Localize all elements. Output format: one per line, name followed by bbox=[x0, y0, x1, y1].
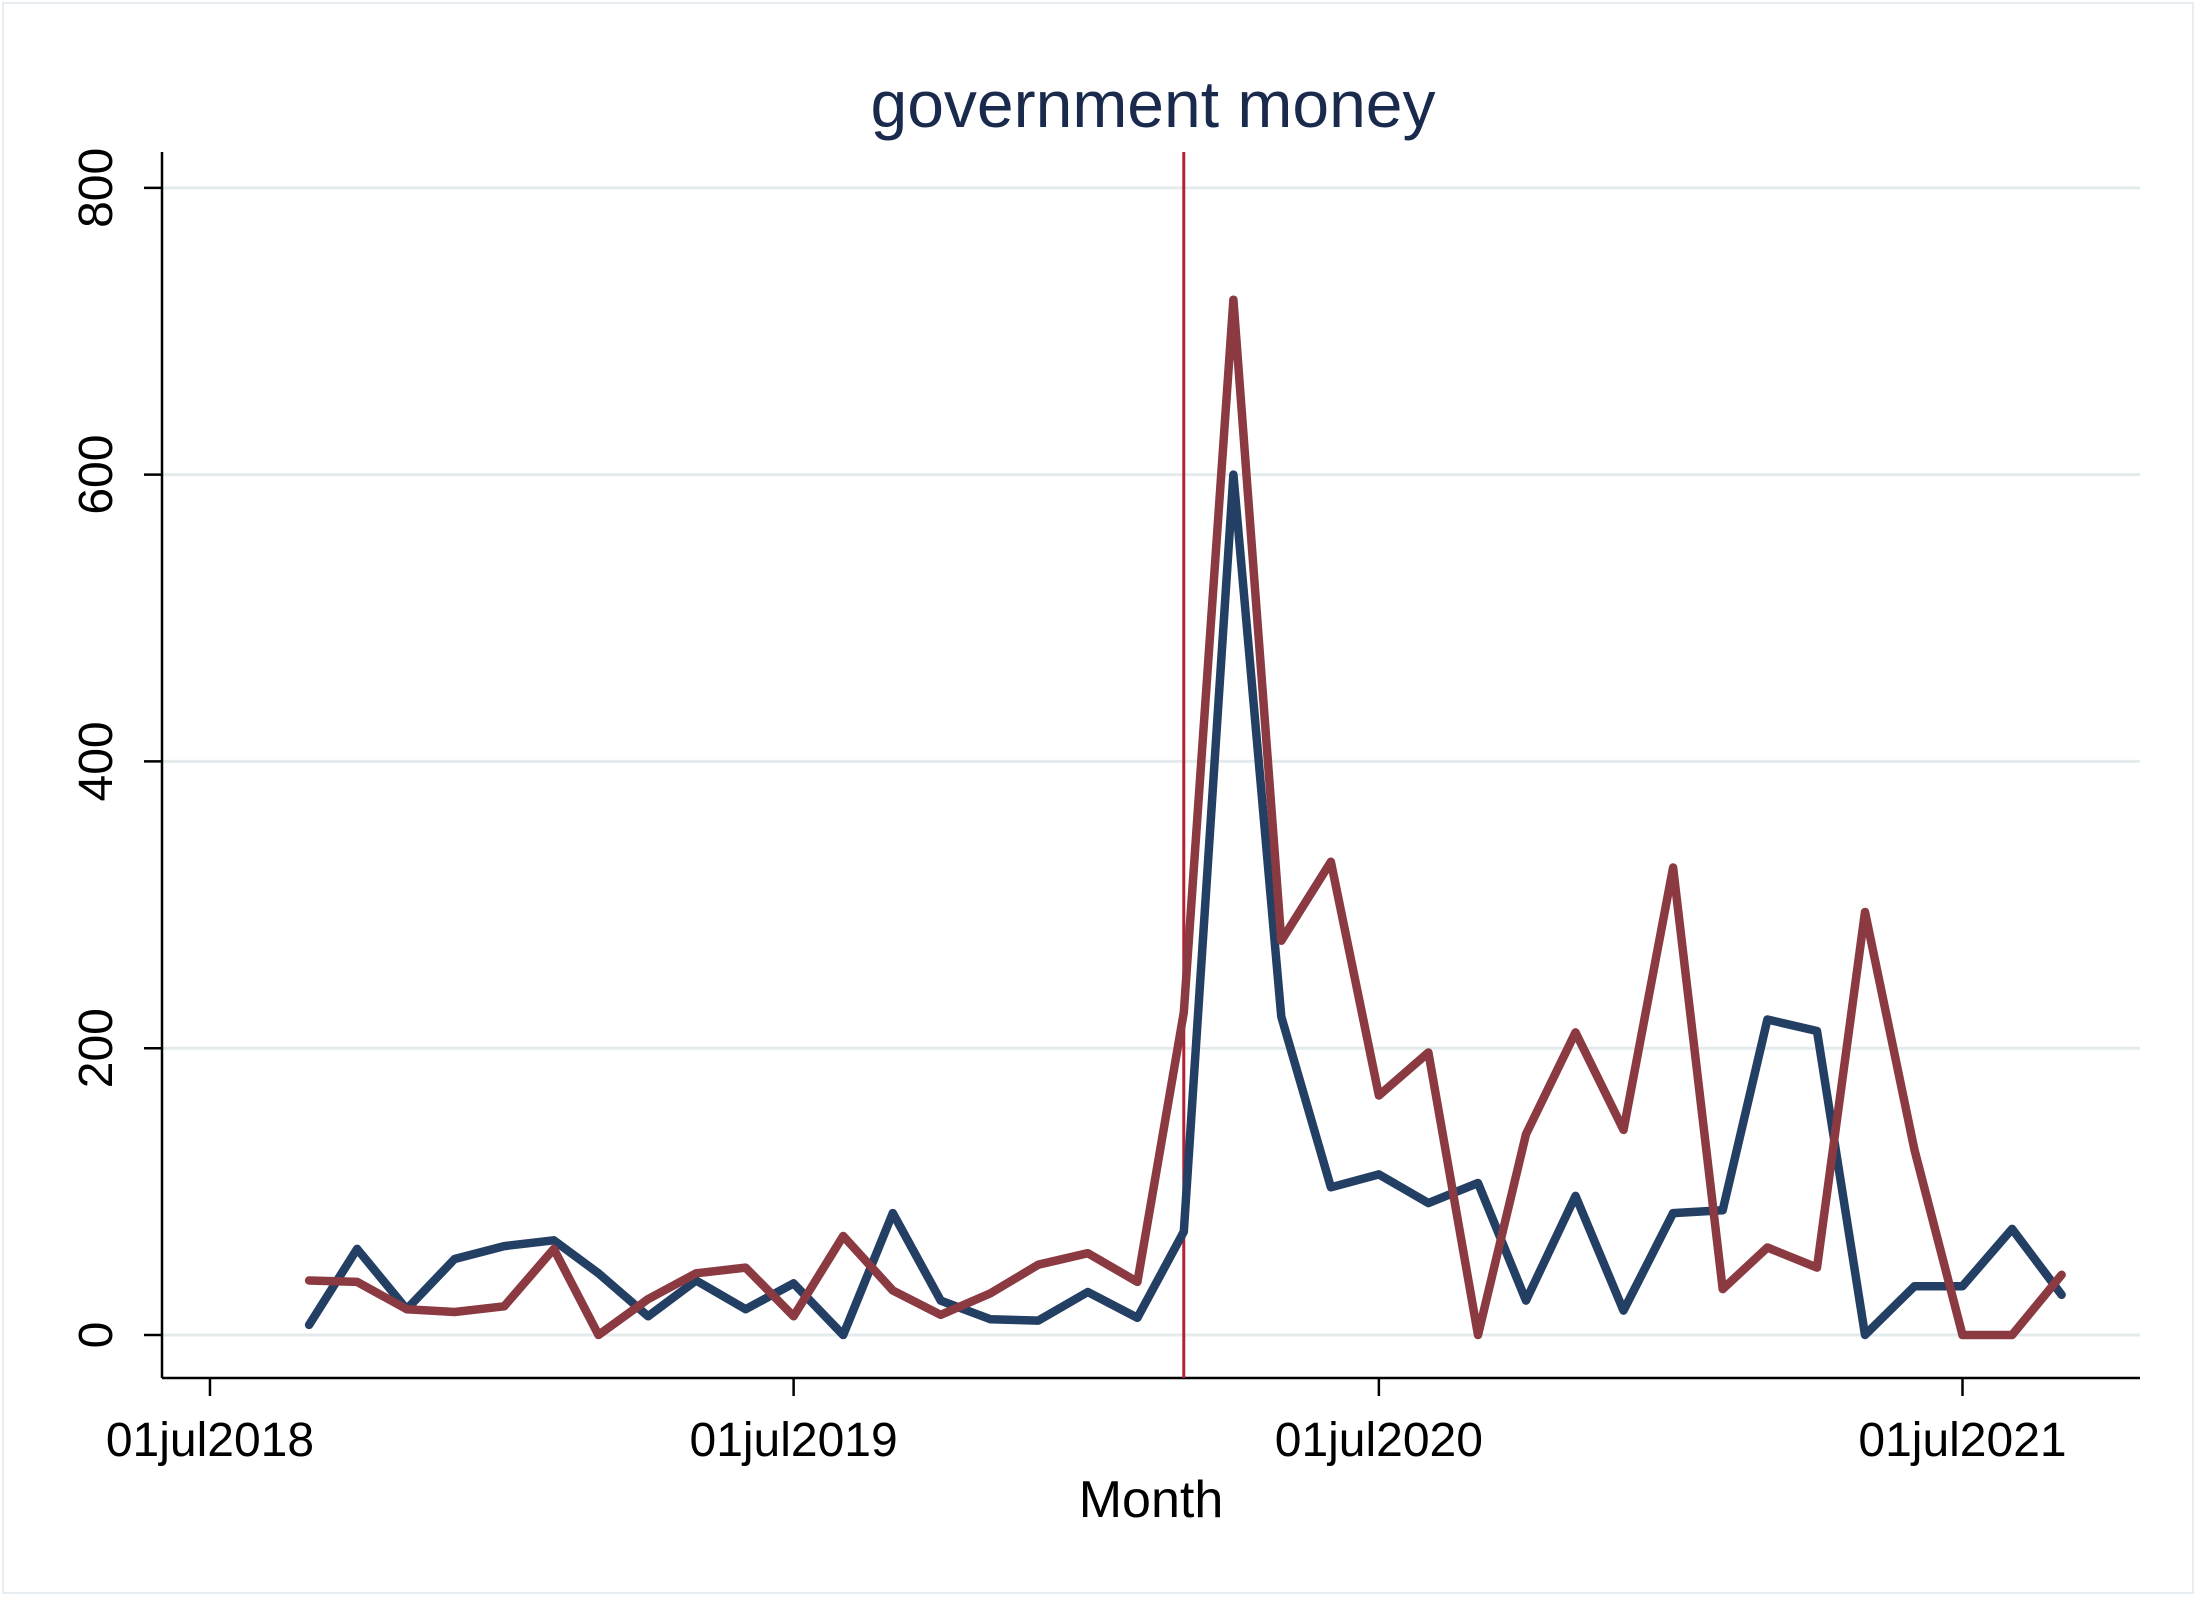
data-point bbox=[2058, 1271, 2065, 1278]
data-point bbox=[403, 1306, 410, 1313]
data-point bbox=[1375, 1092, 1382, 1099]
data-point bbox=[1572, 1192, 1579, 1199]
data-point bbox=[1425, 1049, 1432, 1056]
data-point bbox=[1719, 1286, 1726, 1293]
y-tick-label: 0 bbox=[70, 1322, 123, 1349]
data-point bbox=[1764, 1016, 1771, 1023]
data-point bbox=[1959, 1331, 1966, 1338]
data-point bbox=[1522, 1297, 1529, 1304]
x-tick-label: 01jul2021 bbox=[1858, 1414, 2066, 1467]
data-point bbox=[451, 1255, 458, 1262]
data-point bbox=[1620, 1126, 1627, 1133]
data-point bbox=[742, 1264, 749, 1271]
data-point bbox=[1572, 1029, 1579, 1036]
x-tick-label: 01jul2020 bbox=[1275, 1414, 1483, 1467]
data-point bbox=[1861, 1331, 1868, 1338]
data-point bbox=[595, 1270, 602, 1277]
data-point bbox=[1475, 1331, 1482, 1338]
series-lines bbox=[304, 295, 2066, 1340]
data-point bbox=[1813, 1027, 1820, 1034]
series-line-1 bbox=[304, 470, 2066, 1340]
x-axis-title: Month bbox=[1079, 1471, 1224, 1529]
data-point bbox=[2009, 1225, 2016, 1232]
data-point bbox=[501, 1243, 508, 1250]
data-point bbox=[1911, 1147, 1918, 1154]
x-tick-label: 01jul2019 bbox=[690, 1414, 898, 1467]
data-point bbox=[1670, 1210, 1677, 1217]
data-point bbox=[354, 1278, 361, 1285]
y-tick-label: 400 bbox=[70, 721, 123, 801]
data-point bbox=[1327, 1184, 1334, 1191]
data-point bbox=[1861, 908, 1868, 915]
data-point bbox=[1035, 1317, 1042, 1324]
axes: 0 200 400 600 800 01jul2018 01jul2019 01jul2020… bbox=[70, 148, 2140, 1467]
data-point bbox=[306, 1277, 313, 1284]
chart-title: government money bbox=[871, 67, 1436, 141]
data-point bbox=[1620, 1307, 1627, 1314]
data-point bbox=[2009, 1331, 2016, 1338]
data-point bbox=[1959, 1283, 1966, 1290]
data-point bbox=[1522, 1131, 1529, 1138]
data-point bbox=[501, 1303, 508, 1310]
data-point bbox=[790, 1280, 797, 1287]
data-point bbox=[451, 1309, 458, 1316]
data-point bbox=[840, 1233, 847, 1240]
data-point bbox=[1911, 1283, 1918, 1290]
data-point bbox=[1375, 1171, 1382, 1178]
data-point bbox=[693, 1277, 700, 1284]
grid-lines bbox=[162, 186, 2140, 1337]
data-point bbox=[1084, 1288, 1091, 1295]
data-point bbox=[693, 1270, 700, 1277]
data-point bbox=[550, 1245, 557, 1252]
data-point bbox=[1327, 858, 1334, 865]
data-point bbox=[1813, 1264, 1820, 1271]
y-tick-label: 600 bbox=[70, 435, 123, 515]
data-point bbox=[2058, 1291, 2065, 1298]
data-point bbox=[790, 1313, 797, 1320]
data-point bbox=[550, 1237, 557, 1244]
data-point bbox=[742, 1306, 749, 1313]
data-point bbox=[595, 1331, 602, 1338]
data-point bbox=[1180, 1009, 1187, 1016]
data-point bbox=[1475, 1179, 1482, 1186]
data-point bbox=[889, 1210, 896, 1217]
y-tick-label: 200 bbox=[70, 1008, 123, 1088]
data-point bbox=[645, 1313, 652, 1320]
data-point bbox=[987, 1316, 994, 1323]
data-point bbox=[645, 1296, 652, 1303]
data-point bbox=[1134, 1278, 1141, 1285]
data-point bbox=[1134, 1314, 1141, 1321]
data-point bbox=[1425, 1200, 1432, 1207]
data-point bbox=[1230, 296, 1237, 303]
data-point bbox=[1035, 1261, 1042, 1268]
data-point bbox=[1084, 1250, 1091, 1257]
data-point bbox=[987, 1290, 994, 1297]
data-point bbox=[1764, 1244, 1771, 1251]
data-point bbox=[1670, 864, 1677, 871]
data-point bbox=[937, 1297, 944, 1304]
data-point bbox=[1230, 471, 1237, 478]
data-point bbox=[840, 1331, 847, 1338]
data-point bbox=[306, 1321, 313, 1328]
data-point bbox=[1278, 937, 1285, 944]
y-tick-label: 800 bbox=[70, 148, 123, 228]
data-point bbox=[1180, 1228, 1187, 1235]
data-point bbox=[354, 1245, 361, 1252]
data-point bbox=[937, 1311, 944, 1318]
data-point bbox=[889, 1287, 896, 1294]
data-point bbox=[1278, 1013, 1285, 1020]
data-point bbox=[1719, 1207, 1726, 1214]
x-tick-label: 01jul2018 bbox=[106, 1414, 314, 1467]
